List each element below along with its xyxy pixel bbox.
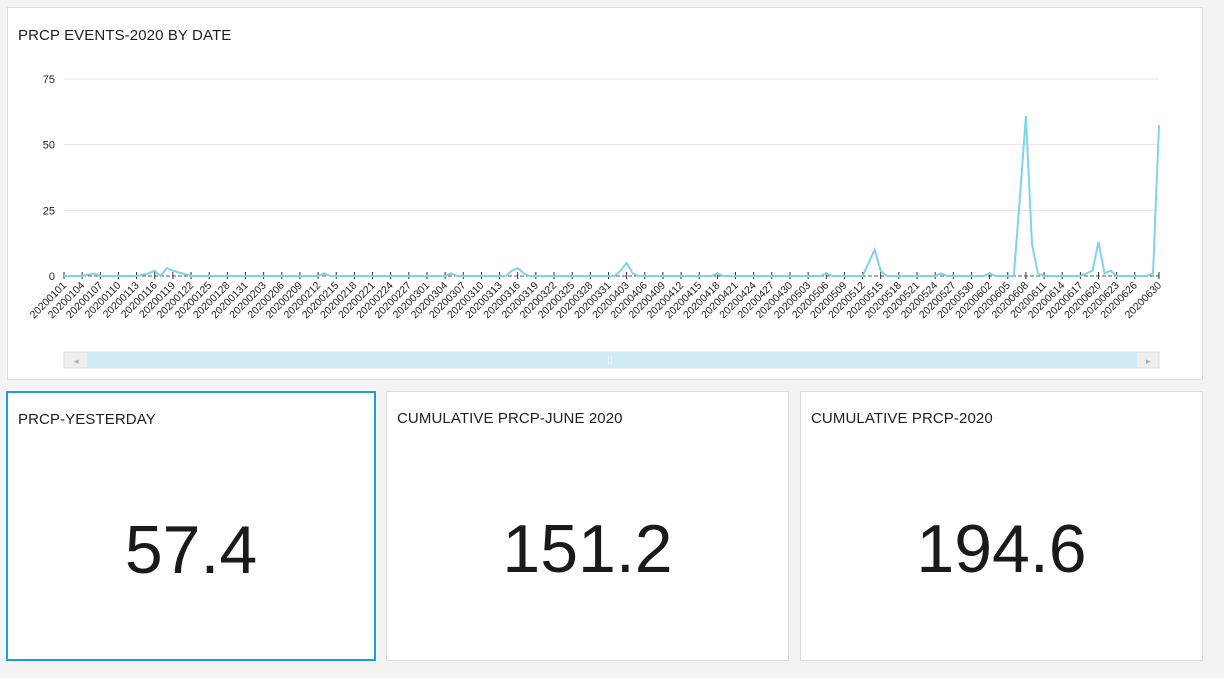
kpi-value: 194.6 (916, 511, 1087, 587)
series-line[interactable] (64, 115, 1160, 278)
y-tick-label: 25 (43, 205, 55, 217)
scrollbar-left-handle[interactable]: ◂ (74, 356, 79, 366)
grid-lines (64, 78, 1159, 277)
kpi-value: 57.4 (124, 512, 258, 588)
kpi-prcp-yesterday[interactable]: PRCP-YESTERDAY 57.4 (6, 391, 376, 661)
kpi-title: PRCP-YESTERDAY (18, 411, 156, 428)
kpi-cumulative-2020[interactable]: CUMULATIVE PRCP-2020 194.6 (800, 391, 1203, 661)
kpi-value: 151.2 (502, 511, 673, 587)
y-tick-label: 0 (49, 271, 55, 283)
kpi-title: CUMULATIVE PRCP-2020 (811, 410, 993, 427)
kpi-title: CUMULATIVE PRCP-JUNE 2020 (397, 410, 623, 427)
y-tick-label: 75 (43, 74, 55, 86)
kpi-cumulative-june[interactable]: CUMULATIVE PRCP-JUNE 2020 151.2 (386, 391, 789, 661)
y-tick-label: 50 (43, 140, 55, 152)
chart-panel: PRCP EVENTS-2020 BY DATE 0 25 50 75 2020010… (7, 7, 1203, 380)
scrollbar-right-handle[interactable]: ▸ (1146, 356, 1151, 366)
line-chart[interactable]: 0 25 50 75 20200101202001042020010720200110… (8, 8, 1204, 381)
chart-title: PRCP EVENTS-2020 BY DATE (18, 27, 232, 44)
scrollbar-thumb[interactable] (87, 352, 1137, 368)
y-axis: 0 25 50 75 (43, 74, 55, 283)
chart-scrollbar[interactable]: ◂ ⁞⁞ ▸ (63, 351, 1160, 369)
scrollbar-grip-icon[interactable]: ⁞⁞ (607, 356, 613, 367)
x-axis: 2020010120200104202001072020011020200113… (28, 272, 1164, 321)
